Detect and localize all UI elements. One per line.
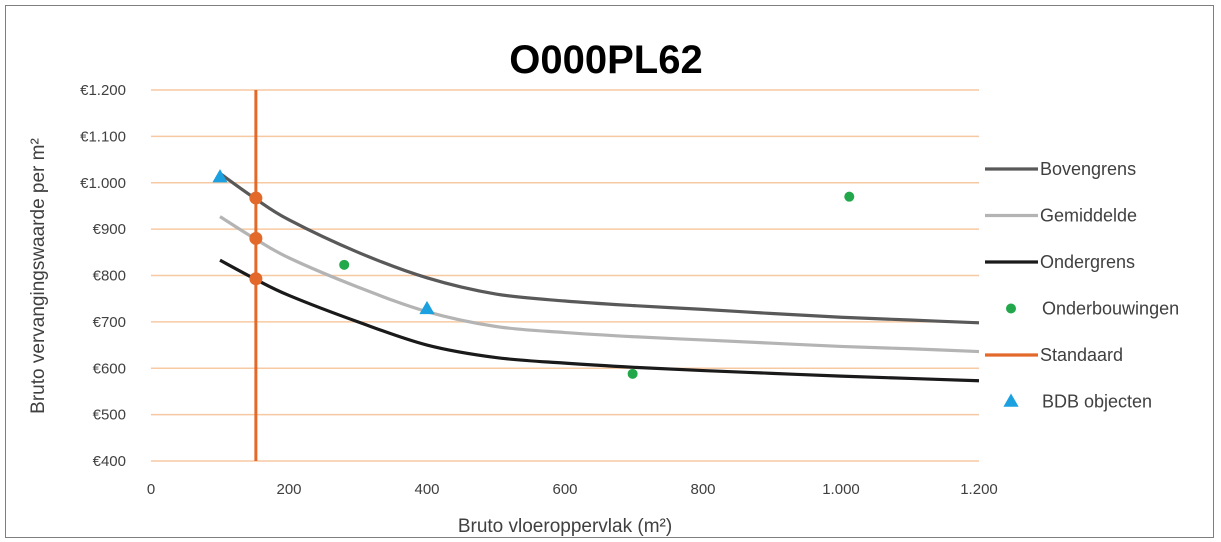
legend-label-onderbouwingen: Onderbouwingen — [1042, 299, 1179, 319]
chart-title: O000PL62 — [509, 38, 702, 82]
legend: Bovengrens Gemiddelde Ondergrens Onderbouwi… — [985, 159, 1179, 412]
x-tick-label: 800 — [690, 481, 715, 498]
legend-item-ondergrens: Ondergrens — [985, 252, 1135, 272]
x-tick-label: 200 — [276, 481, 301, 498]
bovengrens-line — [219, 172, 980, 325]
legend-item-bovengrens: Bovengrens — [985, 159, 1136, 179]
standaard-point — [249, 231, 263, 245]
x-tick-label: 1.200 — [960, 481, 998, 498]
x-tick-label: 600 — [552, 481, 577, 498]
onderbouwingen-point — [844, 191, 855, 202]
onderbouwingen-point — [339, 259, 350, 270]
gemiddelde-line — [219, 215, 980, 354]
legend-item-bdb-objecten: BDB objecten — [1003, 392, 1152, 412]
standaard-point — [249, 272, 263, 286]
y-tick-label: €500 — [93, 407, 126, 424]
y-tick-label: €800 — [93, 268, 126, 285]
y-tick-label: €600 — [93, 360, 126, 377]
y-tick-labels: €400 €500 €600 €700 €800 €900 €1.000 €1.100 €1.2… — [80, 82, 126, 470]
y-tick-label: €1.200 — [80, 82, 126, 99]
y-tick-label: €1.000 — [80, 175, 126, 192]
legend-swatch-onderbouwingen — [1006, 303, 1016, 314]
legend-label-ondergrens: Ondergrens — [1040, 252, 1135, 272]
x-tick-label: 400 — [414, 481, 439, 498]
bdb-objecten-point — [212, 169, 228, 183]
x-tick-labels: 0 200 400 600 800 1.000 1.200 — [147, 481, 998, 498]
y-tick-label: €700 — [93, 314, 126, 331]
x-tick-label: 0 — [147, 481, 155, 498]
y-axis-label: Bruto vervangingswaarde per m² — [28, 138, 49, 414]
standaard-point — [249, 191, 263, 205]
grid-layer — [151, 89, 979, 462]
ondergrens-line — [219, 258, 980, 383]
y-tick-label: €1.100 — [80, 128, 126, 145]
legend-label-bdb-objecten: BDB objecten — [1042, 392, 1152, 412]
x-axis-label: Bruto vloeroppervlak (m²) — [458, 516, 672, 537]
legend-item-standaard: Standaard — [985, 345, 1123, 365]
bdb-objecten-point — [419, 300, 435, 315]
legend-item-gemiddelde: Gemiddelde — [985, 206, 1137, 226]
y-tick-label: €400 — [93, 453, 126, 470]
legend-swatch-bdb-objecten — [1003, 393, 1019, 407]
y-tick-label: €900 — [93, 221, 126, 238]
legend-label-standaard: Standaard — [1040, 345, 1123, 365]
series-layer — [212, 90, 980, 461]
legend-item-onderbouwingen: Onderbouwingen — [1006, 299, 1179, 319]
legend-label-bovengrens: Bovengrens — [1040, 159, 1136, 179]
x-tick-label: 1.000 — [822, 481, 860, 498]
onderbouwingen-point — [627, 368, 638, 379]
chart-frame — [5, 5, 1214, 538]
legend-label-gemiddelde: Gemiddelde — [1040, 206, 1137, 226]
